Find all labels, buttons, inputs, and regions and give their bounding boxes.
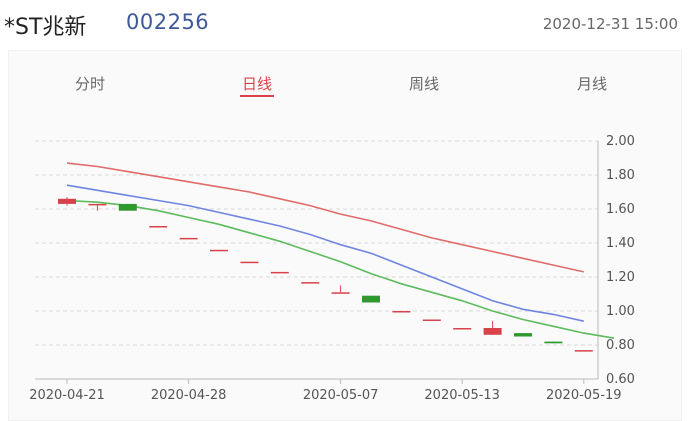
y-tick-label: 2.00	[606, 134, 635, 149]
candle-body	[514, 333, 532, 337]
candle-body	[483, 328, 502, 335]
tab-intraday[interactable]: 分时	[75, 75, 106, 93]
candle-body	[331, 292, 350, 294]
stock-code: 002256	[126, 10, 210, 34]
y-tick-label: 1.60	[606, 202, 635, 217]
stock-header: *ST兆新 002256 2020-12-31 15:00	[0, 0, 692, 50]
ma-mid-line	[66, 184, 584, 322]
tab-active-underline	[240, 95, 274, 97]
y-tick-label: 1.40	[606, 236, 635, 251]
candle-body	[210, 249, 228, 252]
candle-body	[392, 311, 411, 313]
stock-name: *ST兆新	[4, 15, 87, 40]
y-tick-label: 0.80	[606, 338, 635, 353]
y-tick-label: 1.80	[606, 168, 635, 183]
candle-body	[362, 295, 380, 303]
tab-monthly[interactable]: 月线	[577, 75, 608, 93]
candle-body	[118, 203, 137, 211]
candle-body	[179, 237, 198, 240]
ma-long-line	[66, 162, 584, 273]
x-tick-label: 2020-04-21	[29, 388, 105, 403]
y-tick-label: 0.60	[606, 372, 635, 387]
candle-body	[544, 341, 563, 344]
ma-short-line	[66, 199, 615, 339]
y-tick-label: 1.00	[606, 304, 635, 319]
x-tick-label: 2020-05-19	[546, 388, 622, 403]
candle-body	[574, 350, 593, 352]
candle-body	[240, 261, 259, 264]
candle-body	[58, 198, 76, 204]
x-tick-label: 2020-05-07	[303, 388, 379, 403]
x-tick-label: 2020-05-13	[424, 388, 500, 403]
timestamp: 2020-12-31 15:00	[542, 15, 678, 33]
candle-body	[149, 226, 168, 228]
candle-body	[422, 319, 441, 321]
candle-body	[301, 282, 320, 284]
tab-weekly[interactable]: 周线	[409, 75, 440, 93]
y-tick-label: 1.20	[606, 270, 635, 285]
candle-body	[453, 328, 472, 330]
candle-body	[88, 203, 107, 206]
tab-daily[interactable]: 日线	[242, 75, 273, 93]
candle-body	[270, 271, 289, 274]
x-tick-label: 2020-04-28	[151, 388, 227, 403]
chart-panel	[8, 50, 682, 421]
